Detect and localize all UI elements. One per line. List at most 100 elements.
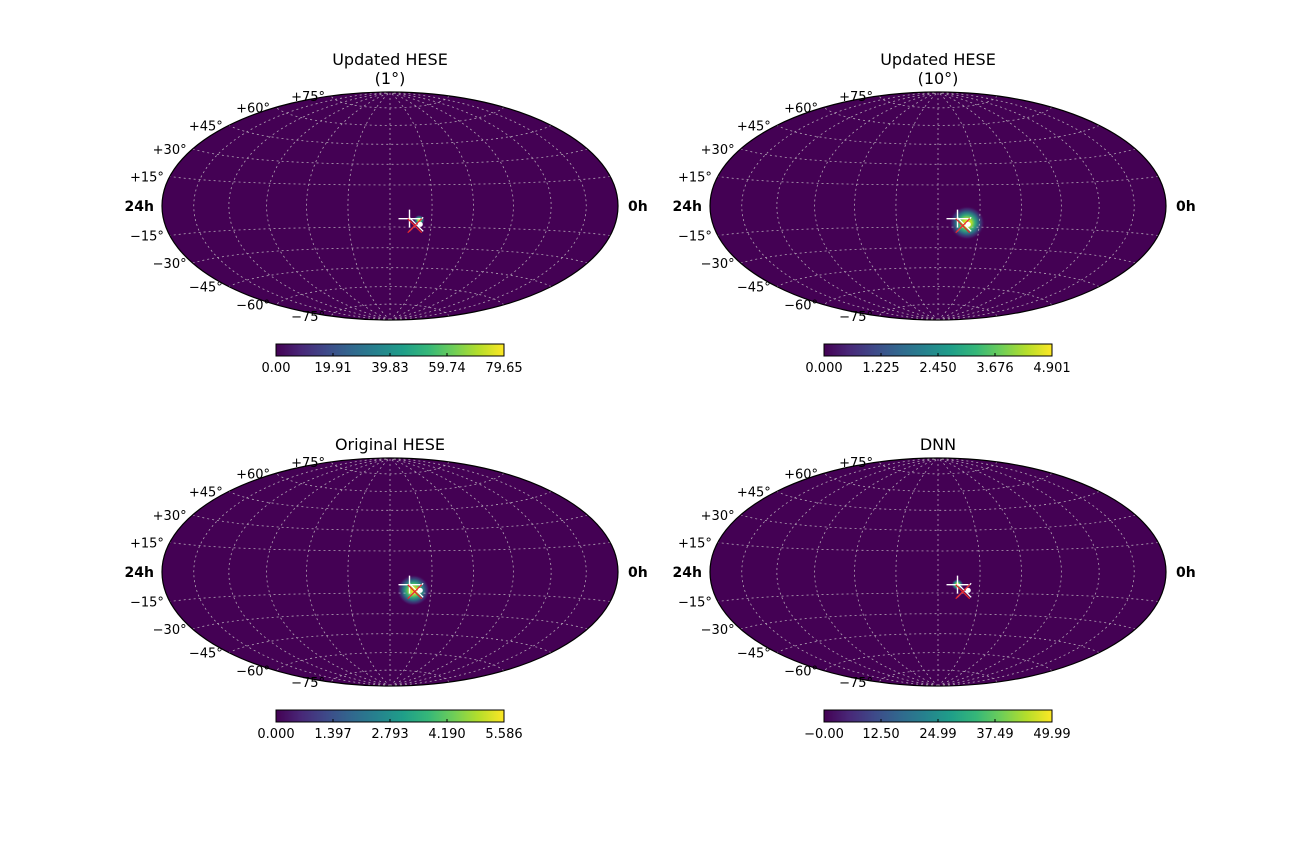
marker-x	[407, 218, 423, 234]
ra-left-label: 24h	[673, 565, 702, 581]
graticule-meridian	[347, 458, 391, 686]
dec-tick-label: +60°	[236, 467, 270, 482]
dec-tick-label: −45°	[189, 281, 223, 296]
panel-title: Updated HESE	[880, 50, 996, 69]
ra-left-label: 24h	[125, 199, 154, 215]
marker-x	[955, 584, 971, 600]
dec-tick-label: −15°	[130, 596, 164, 611]
graticule-meridian	[347, 92, 391, 320]
dec-tick-label: −30°	[701, 623, 735, 638]
dec-tick-label: −30°	[701, 257, 735, 272]
graticule-parallel	[275, 472, 505, 492]
colorbar-tick-label: 59.74	[428, 361, 465, 376]
graticule-meridian	[895, 458, 939, 686]
marker-dot	[965, 587, 971, 593]
dec-tick-label: −75°	[839, 310, 873, 325]
colorbar-tick-label: 12.50	[862, 727, 899, 742]
graticule-meridian	[389, 458, 587, 686]
ra-right-label: 0h	[1176, 199, 1196, 215]
marker-plus	[946, 575, 969, 594]
graticule-parallel	[717, 592, 1159, 602]
colorbar-tick-label: 0.000	[805, 361, 842, 376]
dec-tick-label: +60°	[784, 467, 818, 482]
graticule-parallel	[740, 514, 1136, 531]
marker-dot	[965, 221, 971, 227]
panel-title: (1°)	[375, 69, 406, 88]
graticule-parallel	[192, 514, 588, 531]
panel-title: (10°)	[918, 69, 959, 88]
graticule-parallel	[192, 148, 588, 165]
panel-title: Original HESE	[335, 435, 445, 454]
skymap-panel-3: Original HESE +75° +60° +45°+30° +15° −15° −30…	[125, 435, 648, 742]
dec-tick-label: −60°	[784, 299, 818, 314]
colorbar-tick-label: −0.00	[804, 727, 844, 742]
sky-background	[162, 92, 618, 320]
colorbar-tick-label: 19.91	[314, 361, 351, 376]
sky-background	[162, 458, 618, 686]
graticule-parallel	[717, 226, 1159, 236]
dec-tick-label: +60°	[784, 101, 818, 116]
graticule-parallel	[823, 472, 1053, 492]
dec-tick-label: +45°	[737, 485, 771, 500]
colorbar-tick-label: 0.000	[257, 727, 294, 742]
dec-tick-label: −60°	[784, 665, 818, 680]
graticule-parallel	[275, 286, 505, 306]
dec-tick-label: −75°	[839, 676, 873, 691]
sky-outline	[709, 91, 1167, 321]
graticule-parallel	[169, 592, 611, 602]
graticule-meridian	[389, 92, 433, 320]
graticule-meridian	[193, 92, 391, 320]
dec-tick-label: −60°	[236, 665, 270, 680]
graticule-meridian	[937, 458, 1135, 686]
graticule-meridian	[741, 92, 939, 320]
dec-tick-label: −15°	[130, 230, 164, 245]
dec-tick-label: −45°	[737, 647, 771, 662]
colorbar-tick-label: 37.49	[976, 727, 1013, 742]
graticule-parallel	[823, 286, 1053, 306]
graticule-meridian	[937, 92, 1062, 320]
colorbar-tick-label: 39.83	[371, 361, 408, 376]
graticule	[717, 458, 1159, 686]
skymap-panel-1: Updated HESE(1°) +75° +60° +45°+30° +15° −15°…	[125, 50, 648, 376]
dec-tick-label: +30°	[701, 143, 735, 158]
panel-title: Updated HESE	[332, 50, 448, 69]
dec-tick-label: +15°	[678, 171, 712, 186]
colorbar-tick-label: 1.397	[314, 727, 351, 742]
colorbar-tick-label: 2.450	[919, 361, 956, 376]
dec-tick-label: +60°	[236, 101, 270, 116]
graticule-meridian	[389, 92, 514, 320]
dec-tick-label: −45°	[189, 647, 223, 662]
graticule-meridian	[937, 92, 981, 320]
graticule-parallel	[275, 106, 505, 126]
dec-tick-label: +75°	[291, 90, 325, 105]
graticule-meridian	[937, 92, 1135, 320]
graticule	[169, 458, 611, 686]
dec-tick-label: +45°	[737, 119, 771, 134]
marker-dot	[417, 221, 423, 227]
colorbar-tick-label: 2.793	[371, 727, 408, 742]
colorbar-tick-label: 1.225	[862, 361, 899, 376]
sky-background	[710, 92, 1166, 320]
colorbar-tick-label: 4.901	[1033, 361, 1070, 376]
graticule	[717, 92, 1159, 320]
graticule-parallel	[823, 106, 1053, 126]
colorbar-tick-label: 4.190	[428, 727, 465, 742]
panel-title: DNN	[920, 435, 956, 454]
dec-tick-label: +75°	[839, 90, 873, 105]
graticule-meridian	[266, 458, 391, 686]
marker-x	[955, 218, 971, 234]
graticule-meridian	[895, 92, 939, 320]
sky-background	[710, 458, 1166, 686]
dec-tick-label: +45°	[189, 119, 223, 134]
graticule-parallel	[823, 652, 1053, 672]
skymap-panel-2: Updated HESE(10°) +75° +60° +45°+30° +15° −15…	[673, 50, 1196, 376]
colorbar-tick-label: 5.586	[485, 727, 522, 742]
dec-tick-label: −75°	[291, 676, 325, 691]
graticule-meridian	[389, 458, 514, 686]
dec-tick-label: −45°	[737, 281, 771, 296]
sky-outline	[161, 91, 619, 321]
dec-tick-label: +30°	[153, 143, 187, 158]
colorbar-tick-label: 3.676	[976, 361, 1013, 376]
graticule-parallel	[169, 226, 611, 236]
graticule-meridian	[814, 92, 939, 320]
